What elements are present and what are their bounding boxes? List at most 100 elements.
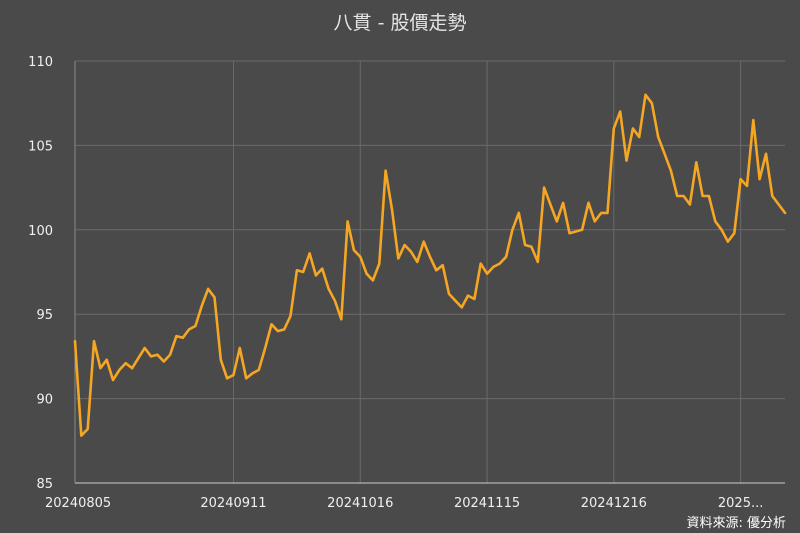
- price-point: [771, 195, 774, 198]
- price-point: [232, 374, 235, 377]
- price-point: [651, 102, 654, 105]
- price-point: [638, 136, 641, 139]
- y-tick-label: 105: [28, 139, 53, 154]
- price-point: [213, 296, 216, 299]
- price-point: [372, 279, 375, 282]
- price-point: [220, 359, 223, 362]
- price-point: [334, 299, 337, 302]
- price-point: [708, 195, 711, 198]
- price-point: [118, 369, 121, 372]
- price-point: [245, 377, 248, 380]
- price-point: [568, 232, 571, 235]
- y-tick-label: 85: [36, 477, 53, 492]
- price-point: [384, 169, 387, 172]
- price-point: [182, 337, 185, 340]
- price-point: [689, 203, 692, 206]
- y-tick-label: 110: [28, 55, 53, 70]
- price-point: [473, 298, 476, 301]
- price-point: [264, 347, 267, 350]
- price-point: [460, 306, 463, 309]
- price-point: [733, 232, 736, 235]
- price-point: [289, 315, 292, 318]
- price-point: [251, 372, 254, 375]
- price-point: [600, 212, 603, 215]
- price-point: [93, 340, 96, 343]
- price-point: [422, 240, 425, 243]
- price-point: [644, 94, 647, 97]
- price-point: [429, 255, 432, 258]
- price-point: [758, 178, 761, 181]
- price-point: [505, 255, 508, 258]
- price-point: [296, 269, 299, 272]
- x-tick-label: 20240805: [45, 496, 111, 511]
- price-point: [277, 330, 280, 333]
- price-point: [156, 353, 159, 356]
- price-point: [270, 323, 273, 326]
- y-tick-label: 100: [28, 224, 53, 239]
- x-tick-label: 2025...: [718, 496, 763, 511]
- price-point: [720, 229, 723, 232]
- price-point: [682, 195, 685, 198]
- price-point: [676, 195, 679, 198]
- price-point: [530, 245, 533, 248]
- price-point: [321, 267, 324, 270]
- data-source-label: 資料來源: 優分析: [686, 516, 786, 531]
- price-point: [99, 367, 102, 370]
- y-tick-label: 90: [36, 393, 53, 408]
- price-point: [714, 220, 717, 223]
- price-point: [410, 250, 413, 253]
- price-point: [549, 203, 552, 206]
- price-point: [397, 257, 400, 260]
- y-tick-label: 95: [36, 308, 53, 323]
- price-point: [435, 269, 438, 272]
- price-point: [359, 255, 362, 258]
- price-point: [86, 428, 89, 431]
- price-point: [701, 195, 704, 198]
- price-point: [524, 244, 527, 247]
- price-point: [486, 272, 489, 275]
- chart-title: 八貫 - 股價走勢: [333, 12, 467, 34]
- price-point: [613, 127, 616, 130]
- x-tick-label: 20240911: [200, 496, 266, 511]
- price-point: [302, 271, 305, 274]
- price-point: [537, 261, 540, 264]
- price-point: [378, 262, 381, 265]
- price-point: [575, 230, 578, 233]
- series-layer: [73, 93, 787, 437]
- price-point: [441, 264, 444, 267]
- price-point: [448, 293, 451, 296]
- price-point: [562, 202, 565, 205]
- price-point: [777, 203, 780, 206]
- price-point: [467, 294, 470, 297]
- price-point: [207, 288, 210, 291]
- price-point: [112, 379, 115, 382]
- price-point: [632, 127, 635, 130]
- price-point: [518, 212, 521, 215]
- price-point: [511, 229, 514, 232]
- price-point: [131, 367, 134, 370]
- price-point: [194, 325, 197, 328]
- price-point: [752, 119, 755, 122]
- price-point: [581, 229, 584, 232]
- price-point: [416, 261, 419, 264]
- x-tick-label: 20241216: [581, 496, 647, 511]
- price-point: [695, 161, 698, 164]
- price-point: [391, 208, 394, 211]
- y-axis-ticks: 85 90 95 100 105 110: [28, 55, 53, 492]
- price-point: [340, 318, 343, 321]
- price-point: [353, 249, 356, 252]
- axes: [74, 61, 785, 484]
- price-point: [556, 220, 559, 223]
- price-point: [143, 347, 146, 350]
- price-point: [606, 212, 609, 215]
- price-point: [479, 262, 482, 265]
- price-point: [124, 362, 127, 365]
- price-point: [239, 347, 242, 350]
- price-point: [308, 252, 311, 255]
- price-point: [727, 240, 730, 243]
- price-point: [315, 274, 318, 277]
- price-point: [739, 178, 742, 181]
- price-point: [258, 369, 261, 372]
- price-point: [283, 328, 286, 331]
